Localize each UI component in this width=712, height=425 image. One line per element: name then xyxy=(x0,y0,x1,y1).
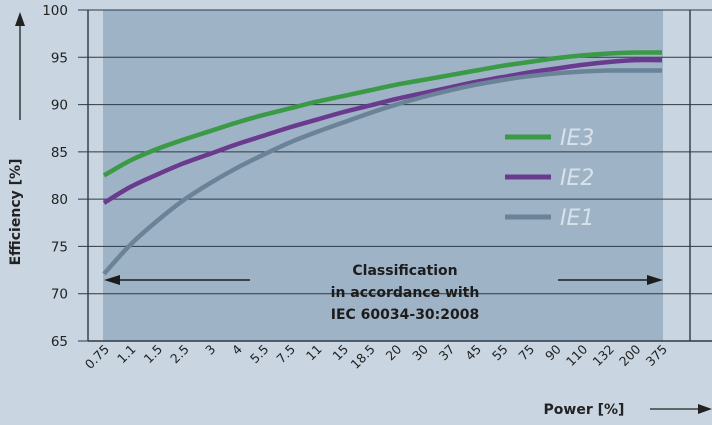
y-axis-label: Efficiency [%] xyxy=(8,159,24,266)
series-line-ie3 xyxy=(102,50,663,178)
y-tick-labels: 65 70 75 80 85 90 95 100 xyxy=(42,3,68,350)
y-tick-label: 100 xyxy=(42,3,68,19)
legend-label: IE2 xyxy=(560,166,594,191)
right-arrow-head xyxy=(647,275,663,285)
annotation-line: IEC 60034-30:2008 xyxy=(331,307,479,323)
series-line-ie1 xyxy=(102,68,662,276)
y-tick-label: 90 xyxy=(51,98,68,114)
y-tick-label: 95 xyxy=(51,50,68,66)
annotation-line: Classification xyxy=(352,263,457,279)
y-tick-label: 70 xyxy=(51,287,68,303)
x-axis-label: Power [%] xyxy=(544,402,625,418)
gridlines xyxy=(78,9,712,342)
series-line-ie2 xyxy=(102,57,663,205)
y-tick-label: 80 xyxy=(51,192,68,208)
y-tick-label: 65 xyxy=(51,334,68,350)
y-tick-label: 85 xyxy=(51,145,68,161)
legend-label: IE3 xyxy=(560,126,594,151)
classification-annotation: Classification in accordance with IEC 6003… xyxy=(104,263,663,323)
legend: IE3 IE2 IE1 xyxy=(505,126,594,231)
legend-label: IE1 xyxy=(560,206,594,231)
annotation-line: in accordance with xyxy=(331,285,480,301)
left-arrow-head xyxy=(104,275,120,285)
x-axis-arrowhead xyxy=(698,404,712,414)
y-tick-label: 75 xyxy=(51,239,68,255)
series-lines xyxy=(102,50,663,276)
y-axis-arrowhead xyxy=(15,12,25,26)
